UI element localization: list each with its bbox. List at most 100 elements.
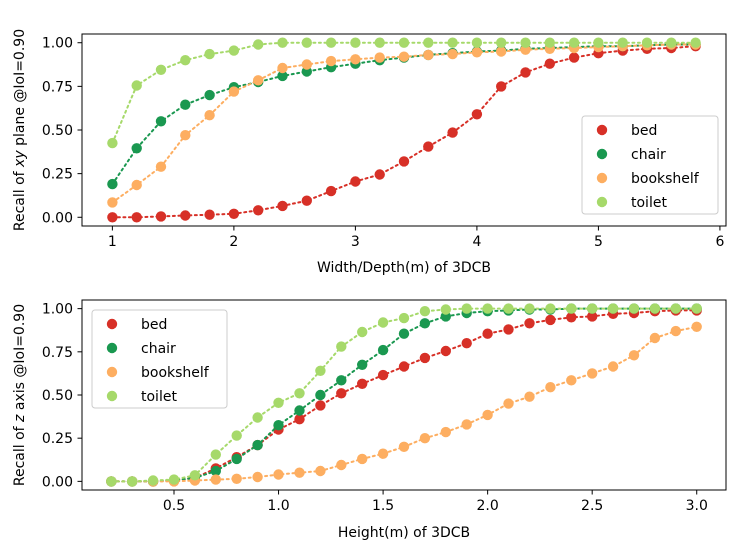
legend-marker-bookshelf (596, 172, 608, 184)
data-point (587, 311, 598, 322)
data-point (350, 37, 361, 48)
data-point (273, 420, 284, 431)
data-point (277, 70, 288, 82)
data-point (544, 58, 555, 69)
data-point (294, 467, 305, 478)
data-point (228, 208, 240, 219)
data-point (107, 178, 118, 190)
data-point (350, 54, 361, 65)
x-tick-label: 1 (108, 234, 117, 250)
data-point (231, 430, 242, 441)
x-axis-label: Width/Depth(m) of 3DCB (317, 260, 491, 276)
data-point (131, 143, 142, 154)
data-point (398, 156, 410, 167)
data-point (545, 303, 556, 314)
data-point (127, 476, 138, 487)
data-point (180, 99, 191, 110)
chart-2: 0.5 1.0 1.5 2.0 2.5 3.0 0.00 0.25 0.50 0.75 1.00 He… (12, 299, 727, 541)
data-point (377, 448, 389, 459)
data-point (628, 350, 640, 361)
data-point (131, 80, 142, 91)
data-point (301, 59, 312, 70)
data-point (204, 48, 215, 60)
x-tick-label: 0.5 (163, 498, 185, 514)
legend-box (581, 115, 719, 215)
legend-marker-toilet (596, 196, 608, 208)
data-point (204, 209, 215, 220)
data-point (440, 304, 451, 315)
data-point (210, 449, 221, 460)
data-point (461, 419, 472, 430)
data-point (301, 195, 312, 206)
data-point (301, 37, 312, 48)
x-tick-label: 3.0 (686, 498, 708, 514)
x-tick-label: 1.0 (267, 498, 289, 514)
y-axis-label-part: axis @IoI=0.90 (12, 304, 28, 415)
data-point (545, 382, 556, 393)
data-point (155, 161, 167, 172)
data-point (524, 318, 535, 329)
data-point (587, 368, 598, 379)
data-point (253, 39, 264, 50)
data-point (607, 361, 619, 372)
data-point (189, 470, 201, 481)
data-point (503, 303, 514, 314)
data-point (252, 412, 263, 423)
data-point (357, 326, 368, 338)
data-point (568, 37, 580, 48)
data-point (231, 453, 242, 465)
x-tick-label: 2.5 (581, 498, 603, 514)
legend-label-toilet: toilet (141, 389, 177, 405)
data-point (336, 375, 347, 386)
data-point (398, 328, 410, 339)
data-point (377, 369, 389, 381)
data-point (377, 317, 389, 328)
data-point (357, 359, 368, 370)
data-point (228, 45, 240, 56)
data-point (447, 48, 458, 60)
data-point (524, 391, 535, 402)
data-point (204, 89, 215, 101)
data-point (691, 303, 702, 314)
series-line-toilet (110, 307, 698, 483)
data-point (482, 303, 493, 314)
data-point (252, 471, 263, 483)
data-point (566, 312, 577, 323)
legend-marker-bed (106, 318, 118, 330)
data-point (294, 405, 305, 416)
data-point (325, 55, 337, 67)
data-point (670, 303, 681, 314)
data-point (155, 116, 167, 127)
x-tick-label: 1.5 (372, 498, 394, 514)
data-point (649, 303, 661, 314)
y-axis-label-part: Recall of (12, 167, 28, 231)
data-point (496, 81, 507, 92)
data-point (350, 176, 361, 187)
data-point (294, 388, 305, 399)
x-tick-label: 3 (351, 234, 360, 250)
data-point (315, 389, 326, 401)
data-point (666, 37, 677, 48)
data-point (106, 476, 117, 487)
data-point (336, 459, 347, 471)
data-point (374, 169, 385, 180)
y-tick-label: 1.00 (42, 302, 73, 318)
data-point (131, 212, 142, 223)
data-point (670, 325, 681, 337)
data-point (641, 37, 653, 48)
data-point (107, 212, 118, 223)
data-point (524, 303, 535, 314)
data-point (273, 397, 284, 408)
data-point (471, 109, 483, 120)
data-point (377, 344, 389, 356)
data-point (419, 433, 431, 444)
legend: bed chair bookshelf toilet (581, 115, 719, 215)
chart-1: 1 2 3 4 5 6 0.00 0.25 0.50 0.75 1.00 Width/Depth(m)… (12, 29, 727, 276)
data-point (273, 469, 284, 480)
data-point (252, 439, 263, 451)
data-point (180, 130, 191, 141)
legend-label-chair: chair (631, 147, 666, 163)
y-tick-label: 0.00 (42, 210, 73, 226)
data-point (398, 37, 410, 48)
data-point (587, 303, 598, 314)
